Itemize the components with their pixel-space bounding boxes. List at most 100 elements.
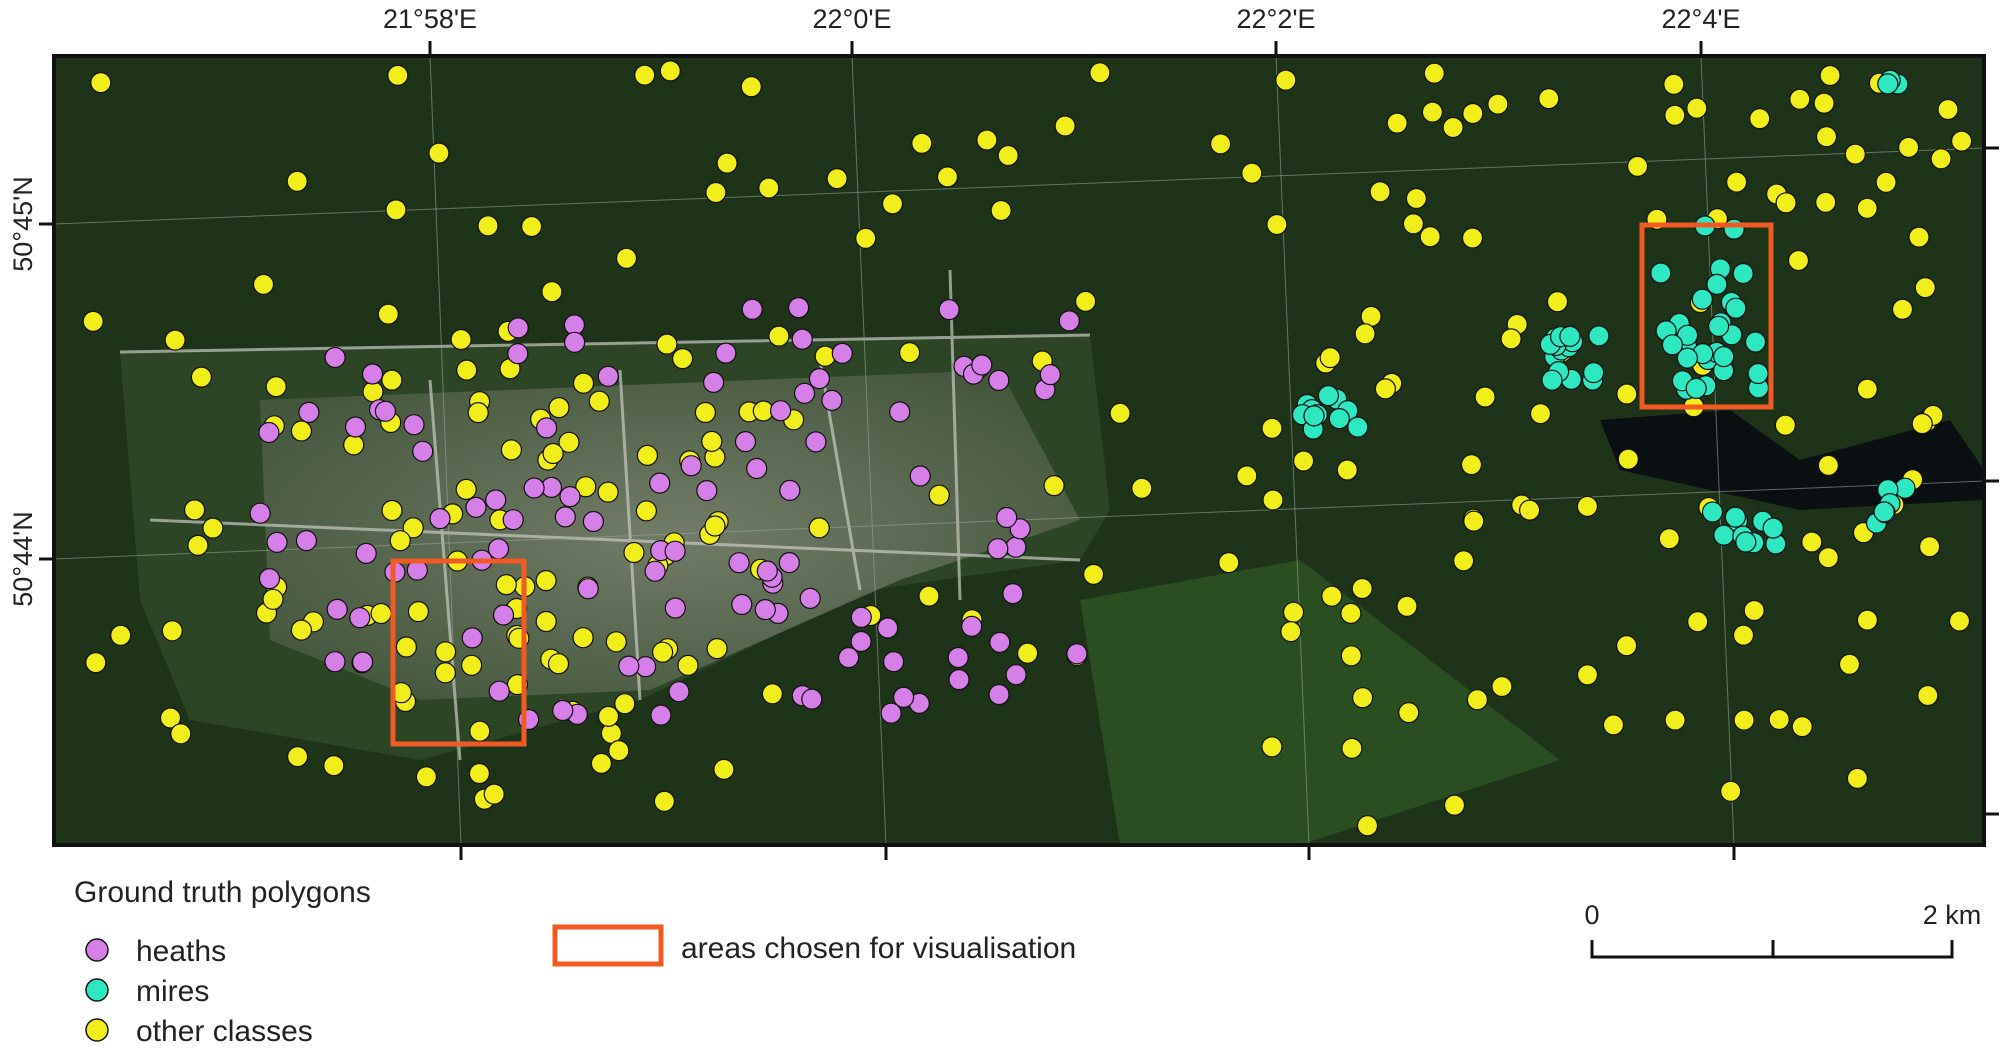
sample-point (918, 585, 940, 607)
sample-point (989, 631, 1011, 654)
sample-point (287, 745, 309, 768)
sample-point (1218, 551, 1240, 574)
sample-point (909, 465, 931, 487)
sample-point (1844, 143, 1866, 165)
sample-point (1774, 414, 1797, 436)
sample-point (502, 509, 524, 531)
sample-point (495, 573, 517, 596)
sample-point (1733, 709, 1755, 731)
sample-point (988, 683, 1010, 706)
sample-point (343, 434, 365, 456)
sample-point (542, 442, 564, 465)
sample-point (1701, 501, 1724, 523)
sample-point (855, 227, 877, 249)
sample-point (252, 273, 275, 295)
scale-label: 2 km (1923, 900, 1982, 930)
sample-point (1317, 385, 1340, 407)
sample-point (1616, 383, 1638, 405)
tracks (119, 269, 1091, 761)
sample-point (1236, 465, 1258, 487)
sample-point (1319, 347, 1341, 369)
sample-point (1016, 642, 1039, 664)
sample-point (582, 510, 605, 533)
sample-point (1626, 155, 1649, 177)
sample-point (1897, 136, 1920, 158)
sample-point (1937, 98, 1959, 121)
sample-point (415, 766, 437, 788)
sample-point (1775, 192, 1797, 214)
sample-point (262, 588, 284, 610)
sample-point (361, 363, 384, 385)
sample-point (756, 560, 778, 582)
sample-point (1421, 101, 1444, 123)
sample-point (623, 541, 645, 564)
sample-point (1461, 227, 1484, 249)
sample-point (450, 328, 472, 351)
sample-point (911, 132, 933, 154)
sample-point (1396, 595, 1418, 617)
sample-point (349, 607, 371, 629)
sample-point (1911, 413, 1933, 435)
sample-point (880, 702, 902, 724)
sample-point (403, 414, 425, 436)
sample-point (1559, 325, 1581, 347)
sample-point (705, 181, 727, 204)
visualisation-area (390, 558, 527, 747)
sample-point (1402, 213, 1425, 235)
graticule-line (429, 56, 462, 845)
sample-point (159, 707, 182, 729)
graticule (54, 56, 1984, 845)
sample-point (677, 654, 699, 677)
sample-point (1723, 218, 1745, 240)
sample-point (468, 762, 490, 785)
sample-point (1838, 653, 1861, 675)
frame-ticks (39, 41, 1999, 860)
sample-point (559, 486, 581, 508)
sample-point (821, 389, 843, 411)
sample-point (1747, 362, 1769, 385)
sample-point (1341, 737, 1363, 760)
sample-point (1735, 531, 1757, 553)
sample-point (286, 170, 308, 192)
sample-point (395, 636, 417, 658)
sample-point (461, 627, 483, 649)
sample-point (435, 641, 457, 663)
sample-point (615, 247, 638, 269)
sample-point (558, 431, 580, 453)
sample-point (1749, 108, 1771, 130)
sample-point (377, 303, 399, 325)
sample-point (1500, 328, 1522, 350)
sample-point (1005, 664, 1027, 686)
sample-point (1074, 290, 1097, 312)
sample-point (1789, 88, 1811, 110)
sample-point (1725, 297, 1747, 319)
sample-point (1039, 364, 1061, 386)
sample-point (387, 64, 409, 87)
sample-point (1419, 226, 1441, 248)
scale-bar: 0 2 km (1584, 900, 1982, 959)
sample-point (987, 538, 1009, 560)
graticule-line (54, 147, 1984, 225)
map-frame (52, 54, 1986, 847)
sample-point (590, 752, 613, 775)
sample-point (694, 401, 717, 424)
lat-label: 50°45'N (8, 176, 38, 272)
sample-point (1602, 714, 1625, 736)
sample-point (948, 668, 970, 691)
sample-point (389, 530, 411, 552)
sample-point (381, 369, 403, 391)
sample-point (1691, 288, 1713, 310)
sample-point (996, 506, 1018, 529)
sample-point (1856, 197, 1878, 219)
sample-point (1813, 92, 1835, 114)
sample-point (1275, 69, 1297, 91)
sample-point (1576, 495, 1599, 517)
sample-point (741, 298, 763, 320)
sample-point (1815, 191, 1837, 213)
sample-point (1706, 273, 1728, 295)
sample-point (1292, 450, 1315, 472)
sample-point (298, 401, 320, 423)
sample-point (1351, 687, 1374, 709)
sample-point (1442, 116, 1464, 139)
